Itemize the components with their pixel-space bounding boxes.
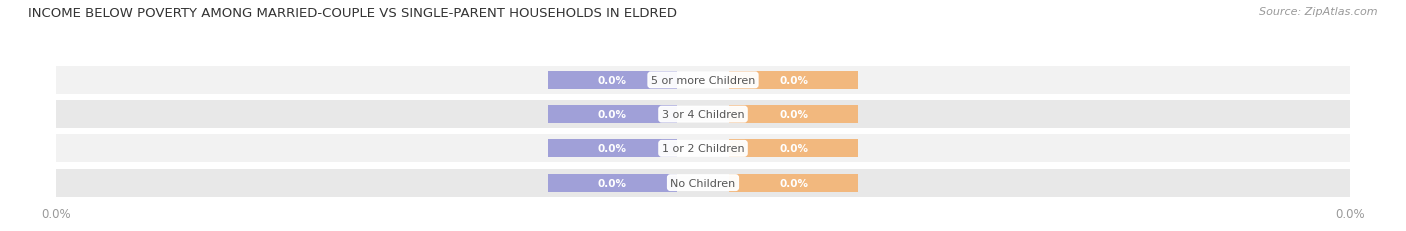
Bar: [548, 72, 678, 89]
Bar: [728, 106, 858, 124]
Text: 1 or 2 Children: 1 or 2 Children: [662, 144, 744, 154]
Text: 0.0%: 0.0%: [598, 76, 627, 85]
Text: 0.0%: 0.0%: [779, 144, 808, 154]
Bar: [548, 174, 678, 192]
Bar: [56, 101, 1350, 129]
Text: INCOME BELOW POVERTY AMONG MARRIED-COUPLE VS SINGLE-PARENT HOUSEHOLDS IN ELDRED: INCOME BELOW POVERTY AMONG MARRIED-COUPL…: [28, 7, 678, 20]
Bar: [56, 169, 1350, 197]
Bar: [548, 106, 678, 124]
Text: 5 or more Children: 5 or more Children: [651, 76, 755, 85]
Text: 0.0%: 0.0%: [598, 110, 627, 120]
Text: 0.0%: 0.0%: [598, 178, 627, 188]
Text: 0.0%: 0.0%: [779, 76, 808, 85]
Bar: [56, 67, 1350, 94]
Text: 0.0%: 0.0%: [779, 178, 808, 188]
Bar: [728, 174, 858, 192]
Text: 0.0%: 0.0%: [598, 144, 627, 154]
Bar: [56, 135, 1350, 163]
Text: Source: ZipAtlas.com: Source: ZipAtlas.com: [1260, 7, 1378, 17]
Text: 0.0%: 0.0%: [779, 110, 808, 120]
Text: 3 or 4 Children: 3 or 4 Children: [662, 110, 744, 120]
Text: No Children: No Children: [671, 178, 735, 188]
Bar: [548, 140, 678, 158]
Bar: [728, 140, 858, 158]
Bar: [728, 72, 858, 89]
